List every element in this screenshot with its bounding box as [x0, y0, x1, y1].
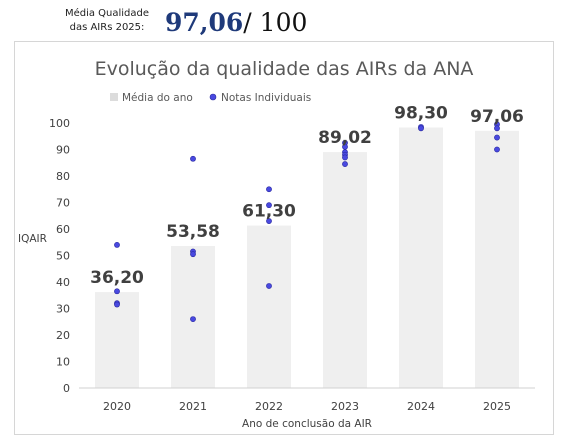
point-2023 [342, 161, 348, 167]
x-tick-label: 2021 [179, 400, 207, 413]
y-axis-label: IQAIR [18, 233, 47, 245]
chart-title: Evolução da qualidade das AIRs da ANA [95, 58, 474, 80]
point-2021 [190, 316, 196, 322]
point-2021 [190, 155, 196, 162]
x-tick-label: 2020 [103, 400, 131, 413]
score-display: 97,06/ 100 [165, 8, 307, 42]
data-label-2021: 53,58 [166, 222, 220, 242]
y-tick-label: 20 [56, 329, 70, 342]
point-2024 [418, 125, 424, 132]
legend-marker-points [209, 93, 217, 101]
score-value: 97,06 [165, 8, 244, 37]
legend-label-points: Notas Individuais [221, 92, 311, 104]
score-total: / 100 [243, 8, 308, 37]
y-tick-label: 30 [56, 303, 70, 316]
y-tick-label: 10 [56, 356, 70, 369]
y-tick-label: 90 [56, 144, 70, 157]
point-2025 [494, 125, 500, 132]
bar-2025 [475, 130, 519, 388]
data-label-2025: 97,06 [470, 107, 524, 127]
y-tick-label: 50 [56, 250, 70, 263]
point-2022 [266, 202, 272, 209]
bar-2020 [95, 292, 139, 388]
point-2020 [114, 301, 120, 308]
point-2022 [266, 218, 272, 224]
chart-frame: Evolução da qualidade das AIRs da ANA Méd… [14, 41, 554, 435]
data-label-2022: 61,30 [242, 202, 296, 222]
data-label-2023: 89,02 [318, 128, 372, 148]
x-tick-label: 2025 [483, 400, 511, 413]
point-2022 [266, 186, 272, 193]
point-2021 [190, 251, 196, 258]
quality-chart: Evolução da qualidade das AIRs da ANA Méd… [18, 58, 535, 430]
x-tick-label: 2023 [331, 400, 359, 413]
data-label-2024: 98,30 [394, 104, 448, 124]
legend-label-bar: Média do ano [122, 92, 193, 104]
point-2025 [494, 146, 500, 153]
y-tick-label: 60 [56, 223, 70, 236]
point-2020 [114, 288, 120, 295]
y-tick-label: 40 [56, 276, 70, 289]
point-2025 [494, 134, 500, 141]
y-tick-label: 80 [56, 170, 70, 183]
y-tick-label: 70 [56, 197, 70, 210]
data-label-2020: 36,20 [90, 268, 144, 288]
bar-2022 [247, 225, 291, 388]
y-tick-label: 0 [63, 382, 70, 395]
point-2020 [114, 241, 120, 248]
bar-2024 [399, 127, 443, 388]
header-label: Média Qualidade das AIRs 2025: [64, 8, 150, 33]
point-2023 [342, 154, 348, 161]
x-axis-label: Ano de conclusão da AIR [242, 418, 372, 430]
point-2022 [266, 283, 272, 289]
y-tick-label: 100 [49, 117, 70, 130]
bar-2023 [323, 152, 367, 388]
x-tick-label: 2024 [407, 400, 435, 413]
x-tick-label: 2022 [255, 400, 283, 413]
legend-swatch-bar [110, 93, 118, 101]
